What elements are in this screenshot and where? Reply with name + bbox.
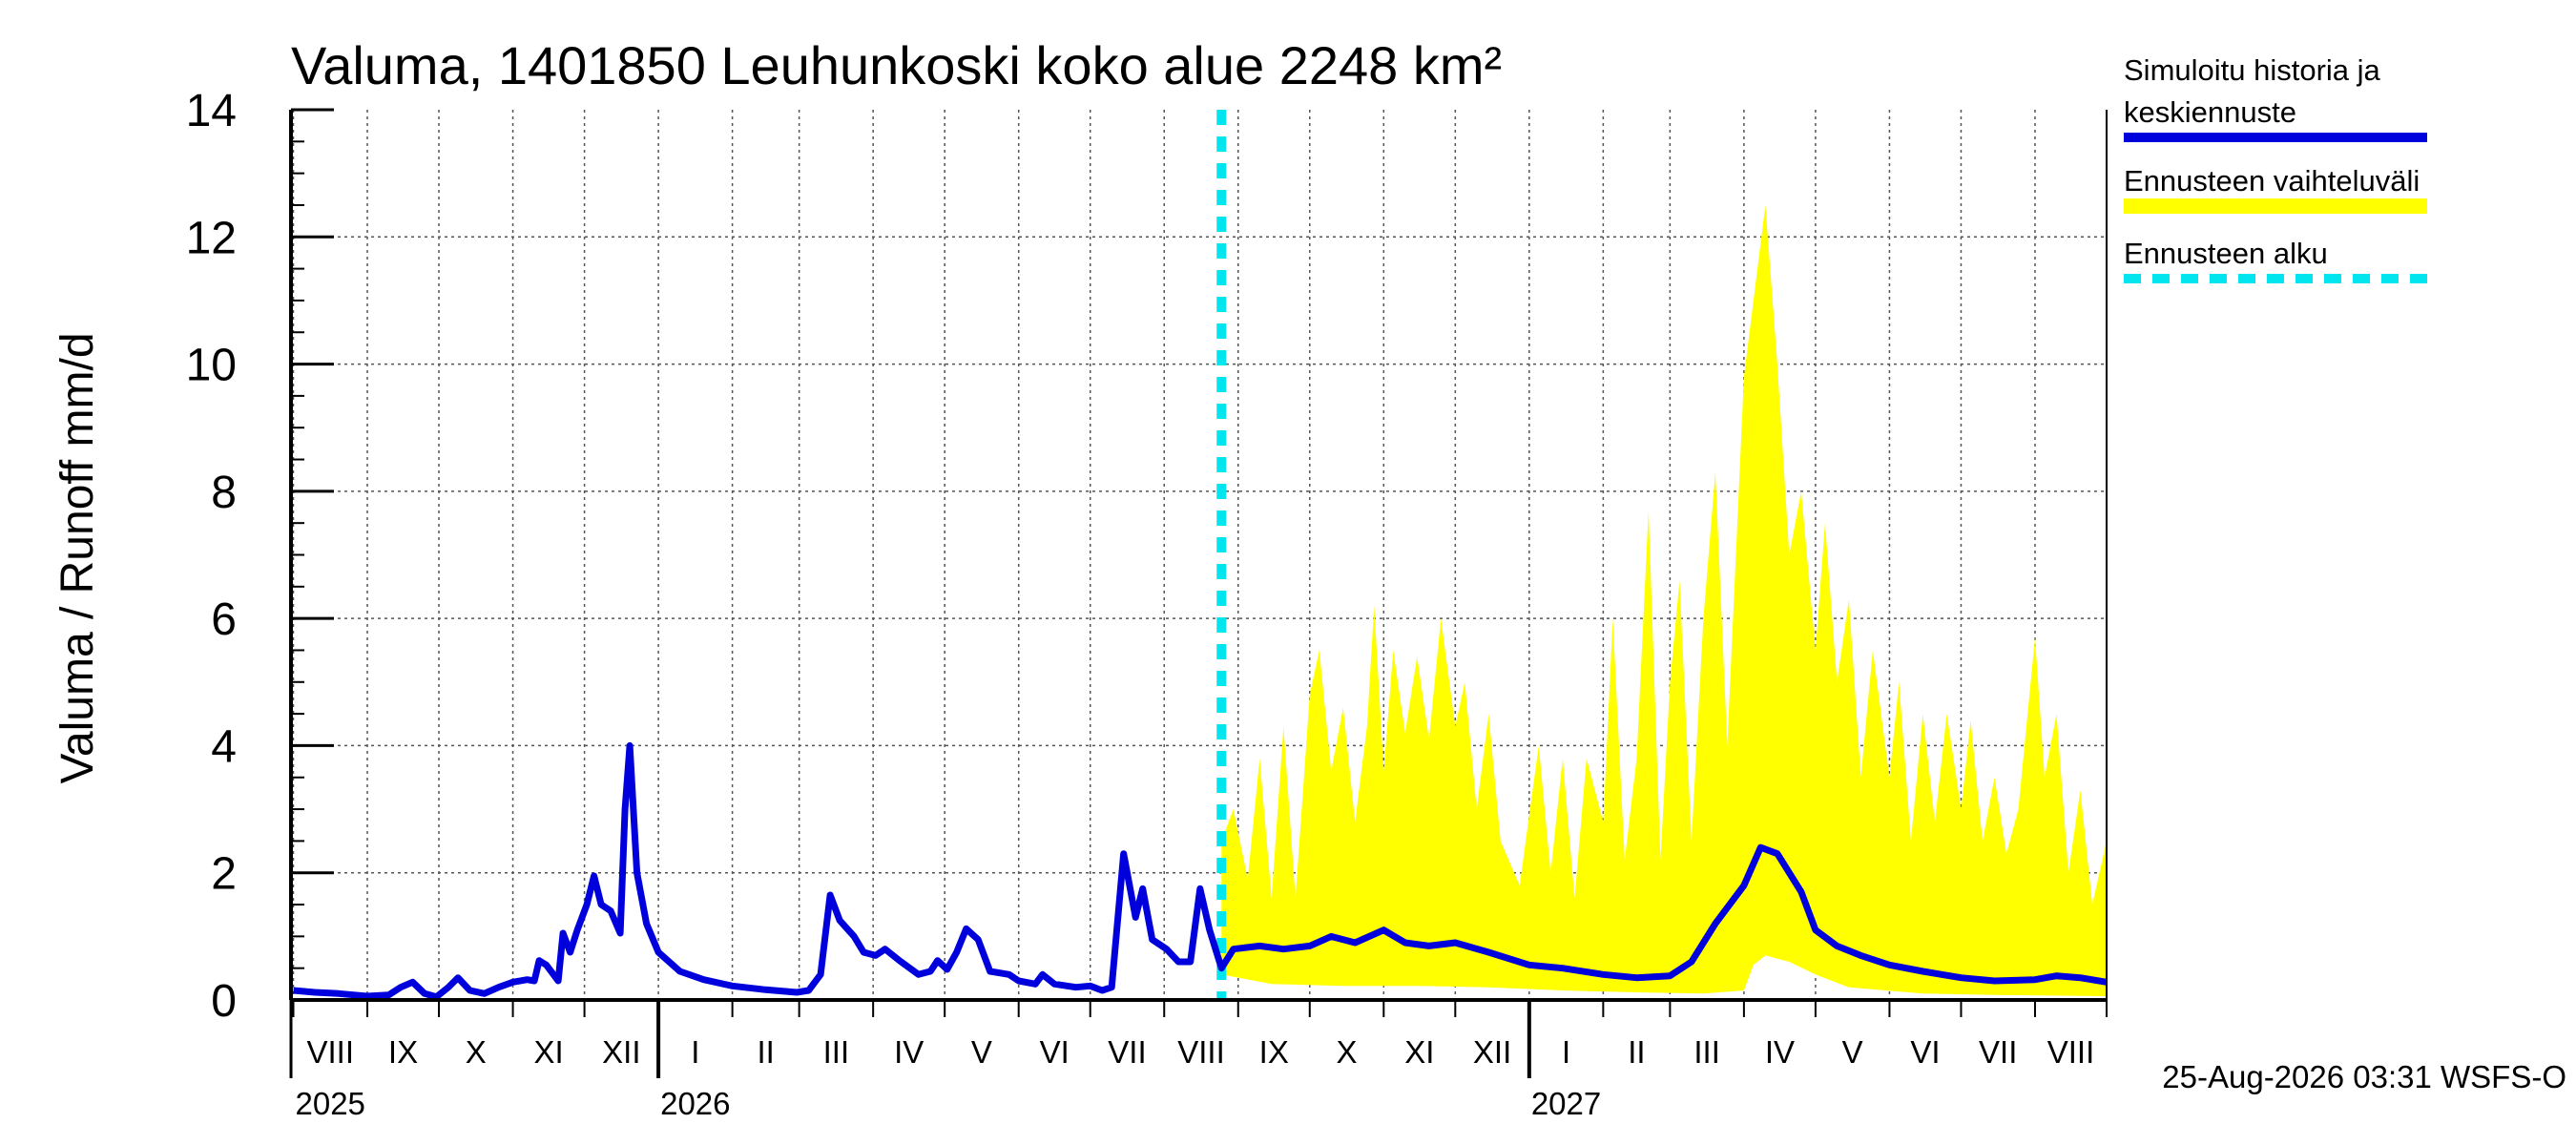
month-label: X: [1337, 1034, 1358, 1070]
month-labels: VIII IX X XI XII I II III IV V VI VII VIII IX X XI XII I I…: [306, 1034, 2094, 1070]
month-label: XI: [533, 1034, 563, 1070]
month-label: IX: [1259, 1034, 1289, 1070]
month-label: II: [1628, 1034, 1645, 1070]
year-label: 2025: [296, 1086, 365, 1121]
timestamp-footer: 25-Aug-2026 03:31 WSFS-O: [2162, 1059, 2566, 1094]
y-tick-label: 0: [211, 976, 237, 1027]
month-label: VI: [1910, 1034, 1940, 1070]
runoff-series-line: [293, 741, 2108, 1001]
legend: Simuloitu historia ja keskiennuste Ennus…: [2124, 53, 2427, 283]
month-label: XII: [1473, 1034, 1511, 1070]
month-label: IV: [1765, 1034, 1795, 1070]
y-tick-label: 4: [211, 721, 237, 772]
month-label: VII: [1108, 1034, 1146, 1070]
month-label: V: [971, 1034, 992, 1070]
legend-forecast-start-label: Ennusteen alku: [2124, 237, 2328, 270]
month-label: I: [1562, 1034, 1570, 1070]
y-tick-label: 10: [186, 341, 237, 391]
month-label: XI: [1404, 1034, 1434, 1070]
year-labels: 2025 2026 2027: [296, 1086, 1602, 1121]
y-tick-label: 2: [211, 849, 237, 900]
series-layer: [293, 110, 2108, 1001]
y-tick-label: 14: [186, 86, 237, 136]
month-label: III: [1693, 1034, 1720, 1070]
year-label: 2027: [1531, 1086, 1601, 1121]
chart-title: Valuma, 1401850 Leuhunkoski koko alue 22…: [291, 35, 1502, 95]
month-label: V: [1842, 1034, 1863, 1070]
y-tick-labels: 0 2 4 6 8 10 12 14: [186, 86, 237, 1027]
y-tick-label: 6: [211, 594, 237, 645]
month-label: VI: [1040, 1034, 1070, 1070]
y-tick-label: 12: [186, 213, 237, 263]
month-label: IX: [388, 1034, 418, 1070]
month-label: VIII: [306, 1034, 354, 1070]
legend-range-label: Ennusteen vaihteluväli: [2124, 164, 2420, 198]
y-tick-label: 8: [211, 468, 237, 518]
year-label: 2026: [660, 1086, 730, 1121]
month-label: VII: [1979, 1034, 2017, 1070]
month-label: II: [757, 1034, 774, 1070]
legend-history-label-line1: Simuloitu historia ja: [2124, 53, 2381, 87]
month-label: I: [691, 1034, 699, 1070]
month-label: X: [466, 1034, 487, 1070]
month-label: VIII: [2047, 1034, 2095, 1070]
month-label: VIII: [1177, 1034, 1225, 1070]
legend-history-label-line2: keskiennuste: [2124, 95, 2296, 129]
month-label: III: [823, 1034, 850, 1070]
month-label: XII: [602, 1034, 640, 1070]
month-label: IV: [894, 1034, 924, 1070]
y-axis-label: Valuma / Runoff mm/d: [52, 332, 103, 783]
forecast-range-layer: [1221, 205, 2107, 996]
plot-frame: [289, 108, 2108, 1078]
forecast-range-band: [1221, 205, 2107, 996]
